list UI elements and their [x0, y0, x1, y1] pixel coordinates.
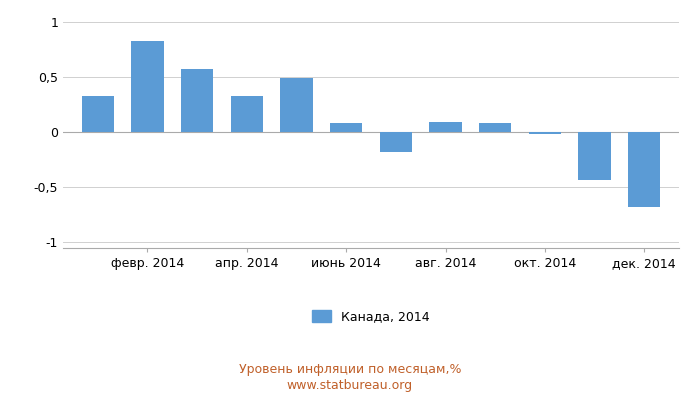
Bar	[528, 132, 561, 134]
Bar	[330, 123, 363, 132]
Bar	[280, 78, 313, 132]
Bar	[479, 123, 511, 132]
Bar	[82, 96, 114, 132]
Text: Уровень инфляции по месяцам,%: Уровень инфляции по месяцам,%	[239, 364, 461, 376]
Legend: Канада, 2014: Канада, 2014	[307, 305, 435, 328]
Bar	[231, 96, 263, 132]
Bar	[628, 132, 660, 207]
Bar	[181, 69, 214, 132]
Bar	[578, 132, 610, 180]
Bar	[429, 122, 462, 132]
Text: www.statbureau.org: www.statbureau.org	[287, 380, 413, 392]
Bar	[379, 132, 412, 152]
Bar	[132, 42, 164, 132]
